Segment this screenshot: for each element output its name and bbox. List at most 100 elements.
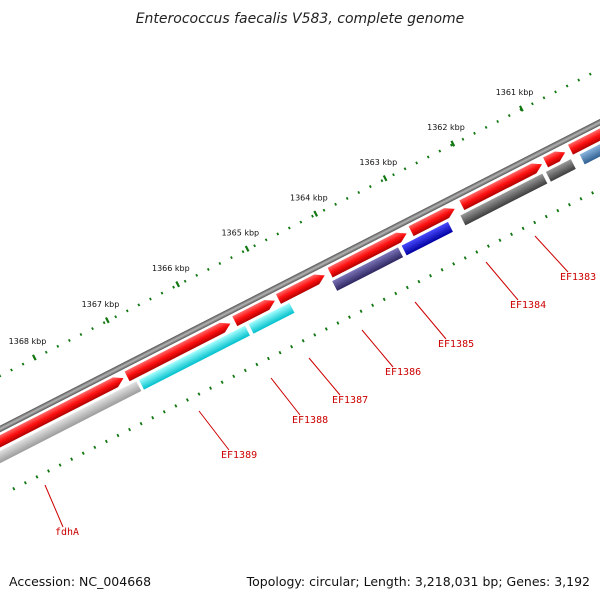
- gene-bar-EF1384b: [545, 159, 576, 182]
- inner-tick: [324, 327, 328, 331]
- minor-tick: [461, 137, 465, 141]
- major-tick: [519, 105, 524, 112]
- minor-tick: [10, 368, 13, 372]
- inner-tick: [209, 386, 213, 390]
- minor-tick: [403, 167, 407, 171]
- leader-line: [534, 235, 569, 273]
- inner-tick: [591, 191, 595, 195]
- inner-tick: [544, 214, 548, 219]
- minor-tick: [218, 261, 222, 266]
- inner-tick: [452, 262, 456, 266]
- inner-tick: [347, 315, 351, 319]
- minor-tick: [183, 279, 187, 283]
- inner-tick: [394, 291, 398, 296]
- gene-label-EF1386: EF1386: [385, 367, 421, 378]
- minor-tick: [473, 131, 476, 135]
- minor-tick: [172, 285, 175, 289]
- forward-cds-5: [327, 232, 407, 278]
- gene-bar-EF1388: [248, 302, 295, 334]
- minor-tick: [380, 179, 384, 183]
- major-tick: [31, 354, 37, 361]
- inner-tick: [232, 374, 236, 379]
- inner-tick: [220, 380, 224, 384]
- minor-tick: [253, 244, 256, 248]
- inner-tick: [486, 244, 490, 248]
- tick-label: 1363 kbp: [359, 158, 397, 167]
- inner-tick: [35, 475, 39, 479]
- inner-tick: [498, 238, 502, 242]
- gene-label-fdhA: fdhA: [55, 527, 79, 538]
- inner-tick: [104, 439, 108, 444]
- inner-tick: [128, 427, 132, 432]
- forward-cds-4: [275, 274, 325, 304]
- tick-label: 1361 kbp: [496, 88, 534, 97]
- major-tick: [104, 317, 110, 324]
- gene-bar-fdhA: [0, 381, 142, 468]
- inner-tick: [301, 339, 305, 343]
- minor-tick: [345, 196, 349, 200]
- gene-label-EF1388: EF1388: [292, 415, 328, 426]
- gene-labels: EF1383 EF1384 EF1385 EF1386 EF1387 EF1388 EF13…: [55, 272, 596, 538]
- inner-tick: [70, 457, 74, 461]
- inner-tick: [116, 433, 120, 438]
- minor-tick: [507, 114, 511, 118]
- major-tick: [382, 175, 388, 182]
- minor-tick: [322, 208, 326, 212]
- inner-tick: [174, 404, 178, 408]
- minor-tick: [125, 309, 129, 313]
- inner-tick: [47, 469, 51, 473]
- minor-tick: [334, 202, 337, 206]
- leader-line: [270, 377, 301, 416]
- inner-tick: [81, 451, 85, 455]
- inner-tick: [475, 250, 479, 254]
- major-tick: [450, 140, 456, 147]
- inner-tick: [185, 398, 189, 402]
- minor-tick: [368, 185, 372, 189]
- tick-label: 1367 kbp: [82, 300, 120, 309]
- minor-tick: [484, 125, 488, 129]
- forward-cds-3: [232, 300, 275, 327]
- inner-tick: [313, 333, 317, 337]
- minor-tick: [160, 291, 164, 295]
- minor-tick: [149, 297, 152, 301]
- minor-tick: [438, 149, 442, 153]
- minor-tick: [241, 250, 245, 254]
- gene-label-EF1389: EF1389: [221, 450, 257, 461]
- map-title: Enterococcus faecalis V583, complete gen…: [136, 11, 465, 27]
- minor-tick: [357, 190, 361, 195]
- forward-cds-2: [124, 322, 231, 382]
- inner-tick: [510, 232, 514, 237]
- inner-tick: [336, 321, 340, 325]
- genome-summary-text: Topology: circular; Length: 3,218,031 bp…: [246, 574, 590, 589]
- inner-tick: [266, 356, 270, 361]
- gene-label-EF1387: EF1387: [332, 395, 368, 406]
- minor-tick: [287, 226, 291, 230]
- leader-line: [198, 410, 230, 451]
- forward-cds-6: [408, 208, 455, 237]
- inner-tick: [278, 350, 282, 355]
- accession-text: Accession: NC_004668: [9, 574, 152, 589]
- forward-cds-1: [0, 377, 124, 455]
- tick-label: 1365 kbp: [221, 228, 259, 237]
- leader-line: [361, 329, 394, 368]
- minor-tick: [450, 143, 453, 147]
- inner-tick: [567, 202, 571, 207]
- gene-bar-EF1386: [332, 247, 404, 291]
- gene-bar-EF1384: [460, 173, 548, 226]
- minor-tick: [79, 332, 83, 337]
- major-tick: [244, 245, 250, 252]
- tick-labels: 1361 kbp 1362 kbp 1363 kbp 1364 kbp 1365 kbp…: [9, 88, 534, 346]
- inner-tick: [417, 279, 421, 284]
- minor-tick: [264, 238, 268, 242]
- inner-tick: [255, 362, 259, 367]
- minor-tick: [44, 350, 48, 354]
- leader-line: [44, 484, 64, 528]
- minor-tick: [230, 256, 233, 260]
- inner-tick: [359, 309, 363, 313]
- inner-tick: [429, 273, 432, 278]
- tick-label: 1368 kbp: [9, 337, 47, 346]
- tick-ring: [0, 72, 595, 491]
- minor-tick: [21, 362, 25, 366]
- gene-bar-EF1385: [401, 221, 453, 256]
- minor-tick: [68, 338, 71, 342]
